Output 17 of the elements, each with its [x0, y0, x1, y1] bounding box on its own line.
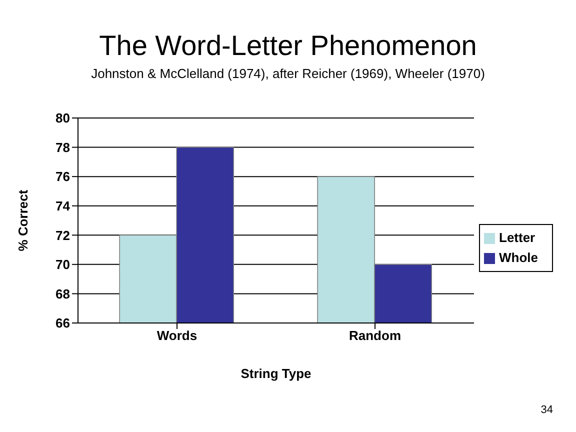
y-tick-label: 72 — [56, 228, 70, 243]
y-tick-label: 78 — [56, 140, 70, 155]
y-tick-label: 76 — [56, 169, 70, 184]
x-axis-title: String Type — [240, 366, 312, 381]
y-tick-label: 80 — [56, 110, 70, 126]
chart-subtitle: Johnston & McClelland (1974), after Reicher (1969), Wheeler (1970) — [90, 66, 486, 81]
text: 34 — [540, 404, 553, 416]
legend-label: Whole — [499, 250, 538, 265]
y-tick-label: 74 — [56, 198, 71, 214]
x-tick-label: Words — [156, 328, 198, 344]
x-tick-label: Random — [349, 328, 401, 344]
y-tick-label: 68 — [56, 286, 70, 302]
y-tick-label: 66 — [56, 316, 70, 331]
legend-label: Letter — [499, 230, 536, 245]
y-axis-title: % Correct — [16, 189, 31, 252]
y-tick-label: 70 — [56, 257, 70, 272]
chart-title: The Word-Letter Phenomenon — [98, 30, 478, 62]
